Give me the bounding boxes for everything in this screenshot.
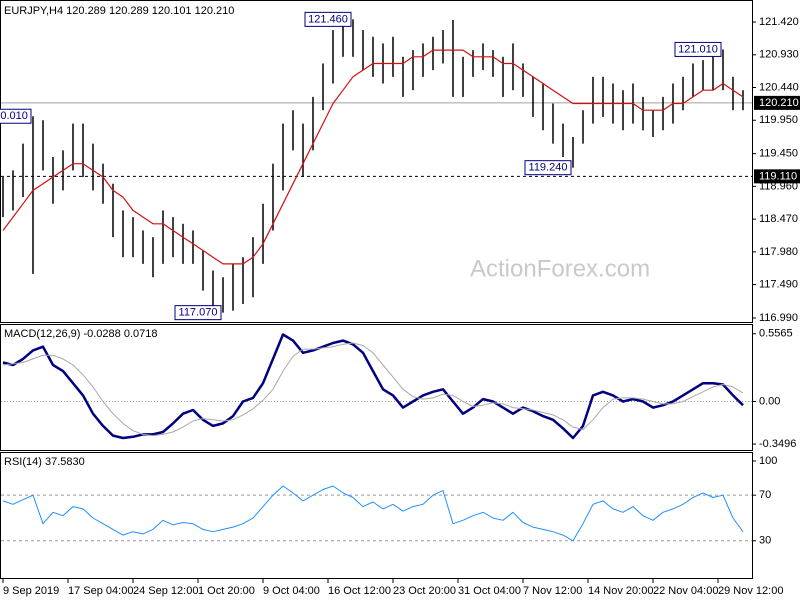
price-title: EURJPY,H4 120.289 120.289 120.101 120.21… bbox=[4, 5, 234, 17]
price-annotation-label: 119.240 bbox=[529, 162, 568, 174]
y-tick-label: 119.450 bbox=[759, 148, 798, 160]
x-tick-label: 29 Nov 12:00 bbox=[718, 585, 783, 597]
rsi-title: RSI(14) 37.5830 bbox=[4, 456, 85, 468]
x-tick-label: 9 Sep 2019 bbox=[3, 585, 59, 597]
price-level-label: 120.210 bbox=[759, 97, 799, 109]
x-tick-label: 22 Nov 04:00 bbox=[653, 585, 718, 597]
price-level-label: 119.110 bbox=[759, 170, 797, 182]
x-tick-label: 31 Oct 04:00 bbox=[458, 585, 521, 597]
series-line bbox=[2, 49, 744, 265]
x-tick-label: 24 Sep 12:00 bbox=[133, 585, 198, 597]
y-tick-label: 120.440 bbox=[759, 81, 799, 93]
series-line bbox=[2, 333, 744, 440]
price-annotation-label: 121.460 bbox=[308, 13, 348, 25]
price-level-box bbox=[754, 169, 800, 184]
y-tick-label: 117.490 bbox=[759, 278, 798, 290]
y-tick-label: 121.420 bbox=[759, 16, 799, 28]
x-tick-label: 9 Oct 04:00 bbox=[263, 585, 320, 597]
y-tick-label: 30 bbox=[759, 535, 771, 547]
y-tick-label: 118.470 bbox=[759, 213, 798, 225]
x-tick-label: 17 Sep 04:00 bbox=[68, 585, 133, 597]
y-tick-label: 119.950 bbox=[759, 114, 798, 126]
macd-title: MACD(12,26,9) -0.0288 0.0718 bbox=[4, 328, 157, 340]
series-line bbox=[2, 342, 744, 437]
price-panel-frame bbox=[0, 0, 753, 323]
y-tick-label: 0.5565 bbox=[759, 328, 793, 340]
price-annotation-box bbox=[674, 41, 722, 57]
price-level-box bbox=[754, 95, 800, 110]
x-tick-label: 7 Nov 12:00 bbox=[523, 585, 582, 597]
price-annotation-label: 120.010 bbox=[0, 110, 28, 122]
y-tick-label: 117.980 bbox=[759, 246, 798, 258]
x-tick-label: 23 Oct 20:00 bbox=[393, 585, 456, 597]
price-annotation-box bbox=[174, 305, 222, 321]
y-tick-label: 120.930 bbox=[759, 49, 799, 61]
rsi-panel-frame bbox=[0, 452, 753, 579]
price-annotation-box bbox=[524, 160, 572, 176]
price-annotation-box bbox=[0, 108, 32, 124]
series-line bbox=[2, 485, 744, 542]
macd-panel-frame bbox=[0, 324, 753, 451]
y-tick-label: -0.3496 bbox=[759, 438, 796, 450]
y-tick-label: 116.990 bbox=[759, 312, 798, 324]
x-tick-label: 16 Oct 12:00 bbox=[328, 585, 391, 597]
x-tick-label: 1 Oct 20:00 bbox=[198, 585, 255, 597]
y-tick-label: 100 bbox=[759, 455, 777, 467]
x-tick-label: 14 Nov 20:00 bbox=[588, 585, 653, 597]
y-tick-label: 0.00 bbox=[759, 395, 780, 407]
watermark: ActionForex.com bbox=[470, 255, 650, 282]
price-annotation-box bbox=[304, 11, 352, 27]
price-annotation-label: 121.010 bbox=[678, 43, 718, 55]
price-annotation-label: 117.070 bbox=[179, 307, 218, 319]
y-tick-label: 70 bbox=[759, 489, 771, 501]
